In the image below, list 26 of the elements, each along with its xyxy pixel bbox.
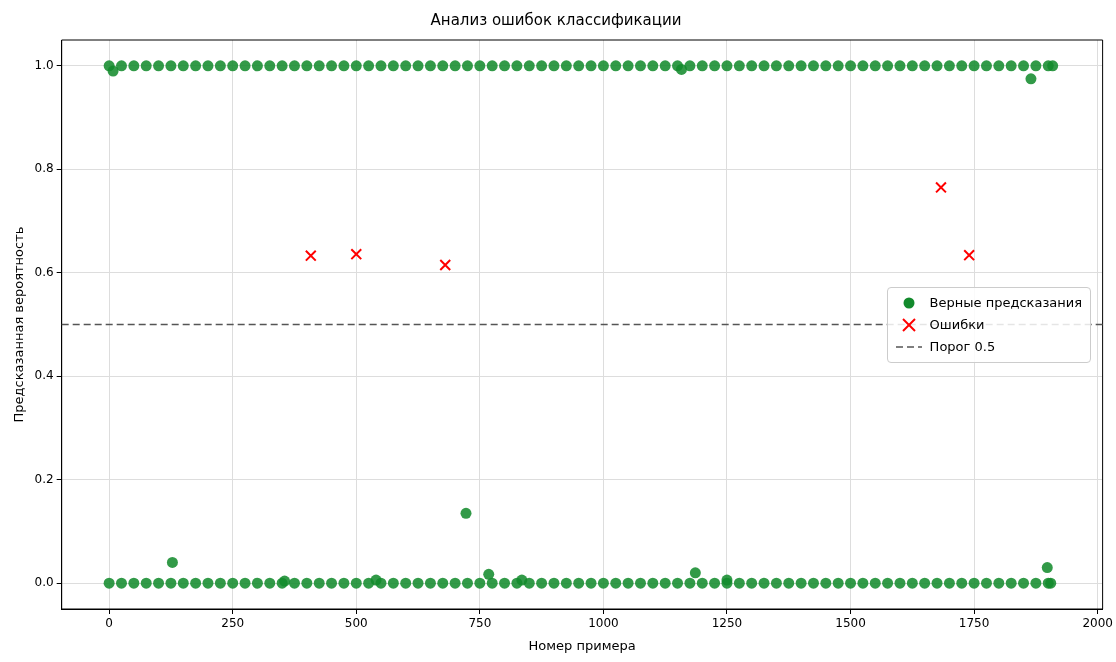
x-tick-label: 1250	[711, 616, 743, 631]
legend-label: Порог 0.5	[929, 339, 996, 354]
y-tick-label: 0.6	[34, 264, 54, 279]
y-axis-title: Предсказанная вероятность	[11, 226, 27, 423]
x-tick-label: 1750	[958, 616, 990, 631]
x-tick-label: 2000	[1082, 616, 1113, 631]
y-tick-label: 1.0	[34, 57, 54, 72]
point	[304, 249, 317, 262]
x-tick-label: 1000	[588, 616, 619, 631]
point	[935, 181, 947, 194]
y-tick-label: 0.0	[34, 575, 54, 590]
point	[963, 249, 976, 262]
point	[439, 259, 452, 271]
chart-title: Анализ ошибок классификации	[430, 10, 682, 29]
x-tick-label: 250	[221, 616, 245, 631]
x-tick-label: 0	[105, 616, 113, 631]
legend-label: Ошибки	[929, 317, 985, 332]
x-tick-label: 500	[344, 616, 368, 631]
y-tick-label: 0.2	[34, 471, 54, 486]
x-tick-label: 750	[468, 616, 492, 631]
y-tick-label: 0.8	[34, 161, 54, 176]
x-axis-title: Номер примера	[528, 637, 636, 653]
legend-label: Верные предсказания	[929, 295, 1083, 310]
y-tick-label: 0.4	[34, 368, 54, 383]
point	[350, 248, 363, 261]
x-tick-label: 1500	[835, 616, 866, 631]
